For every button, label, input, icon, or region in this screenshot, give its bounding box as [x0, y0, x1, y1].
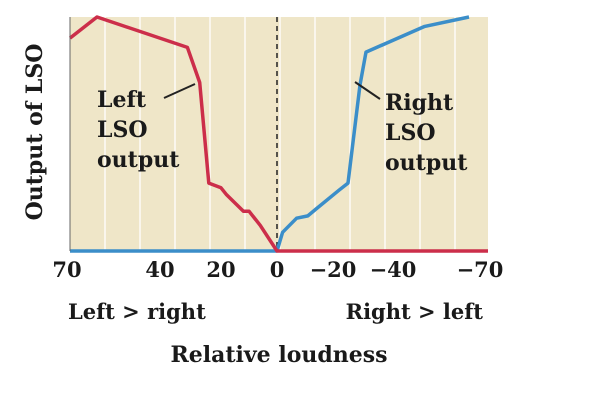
left-lso-output-line: [68, 15, 488, 253]
x-tick-label: 70: [52, 257, 81, 282]
left-annotation-line: output: [97, 147, 180, 173]
x-tick-label: 20: [206, 257, 235, 282]
y-axis-label: Output of LSO: [22, 44, 48, 221]
x-tick-label: −70: [457, 257, 504, 282]
right-annotation-leader: [354, 81, 381, 100]
right-annotation-line: LSO: [385, 120, 436, 146]
x-tick-label: 40: [145, 257, 174, 282]
x-tick-label: −40: [370, 257, 417, 282]
right-greater-label: Right > left: [346, 299, 484, 324]
left-annotation-line: LSO: [97, 117, 148, 143]
x-tick-label: 0: [270, 257, 285, 282]
right-annotation-line: output: [385, 150, 468, 176]
left-annotation-leader: [163, 83, 196, 99]
x-tick-label: −20: [310, 257, 357, 282]
series-layer: [68, 15, 488, 253]
right-lso-output-line: [70, 15, 470, 253]
left-annotation-line: Left: [97, 87, 147, 113]
left-greater-label: Left > right: [68, 299, 206, 324]
x-axis-label: Relative loudness: [170, 342, 387, 368]
right-annotation-line: Right: [385, 90, 454, 116]
grid-lines: [104, 17, 456, 251]
